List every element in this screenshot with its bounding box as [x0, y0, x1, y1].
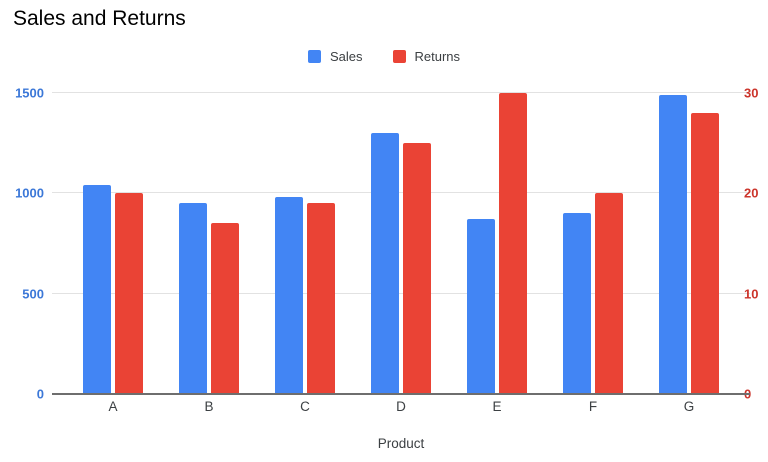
- bar-group-C: [257, 93, 353, 394]
- bar-group-E: [449, 93, 545, 394]
- gridline-1500: [52, 92, 750, 93]
- legend-swatch-sales: [307, 49, 321, 63]
- x-label-D: D: [396, 399, 406, 414]
- legend-item-sales: Sales: [307, 48, 363, 64]
- bar-returns-F: [595, 193, 623, 394]
- bar-sales-F: [563, 213, 591, 394]
- gridline-1000: [52, 192, 750, 194]
- bar-sales-E: [467, 219, 495, 394]
- right-tick-20: 20: [744, 185, 759, 201]
- bar-sales-B: [179, 203, 207, 394]
- bar-sales-D: [371, 133, 399, 394]
- bar-groups: [65, 93, 737, 394]
- legend: Sales Returns: [0, 47, 768, 65]
- x-label-F: F: [588, 399, 598, 414]
- left-tick-1000: 1000: [15, 185, 44, 201]
- legend-item-returns: Returns: [392, 48, 461, 64]
- legend-label-sales: Sales: [329, 48, 363, 64]
- left-tick-0: 0: [36, 386, 44, 402]
- bar-returns-A: [115, 193, 143, 394]
- bar-group-A: [65, 93, 161, 394]
- right-tick-10: 10: [744, 286, 759, 302]
- bar-group-G: [641, 93, 737, 394]
- bar-returns-G: [691, 113, 719, 394]
- legend-swatch-returns: [392, 49, 406, 63]
- bar-sales-A: [83, 185, 111, 394]
- bar-group-D: [353, 93, 449, 394]
- gridline-500: [52, 292, 750, 294]
- bar-returns-B: [211, 223, 239, 394]
- x-label-B: B: [204, 399, 214, 414]
- left-tick-500: 500: [22, 286, 44, 302]
- x-label-C: C: [300, 399, 310, 414]
- x-label-A: A: [108, 399, 118, 414]
- bar-group-B: [161, 93, 257, 394]
- bar-group-F: [545, 93, 641, 394]
- x-axis-category-labels: A B C D E F G: [65, 399, 737, 414]
- bar-sales-C: [275, 197, 303, 394]
- left-tick-1500: 1500: [15, 85, 44, 101]
- chart-title: Sales and Returns: [13, 7, 186, 30]
- bar-returns-C: [307, 203, 335, 394]
- x-axis-title: Product: [377, 436, 425, 451]
- bar-returns-D: [403, 143, 431, 394]
- legend-label-returns: Returns: [414, 48, 461, 64]
- bar-sales-G: [659, 95, 687, 394]
- left-axis-tick-labels: 0 500 1000 1500: [0, 86, 44, 402]
- plot-area: [52, 92, 750, 395]
- x-label-G: G: [683, 399, 695, 414]
- x-label-E: E: [492, 399, 502, 414]
- right-tick-30: 30: [744, 85, 759, 101]
- bar-returns-E: [499, 93, 527, 394]
- x-axis-line: [52, 393, 750, 395]
